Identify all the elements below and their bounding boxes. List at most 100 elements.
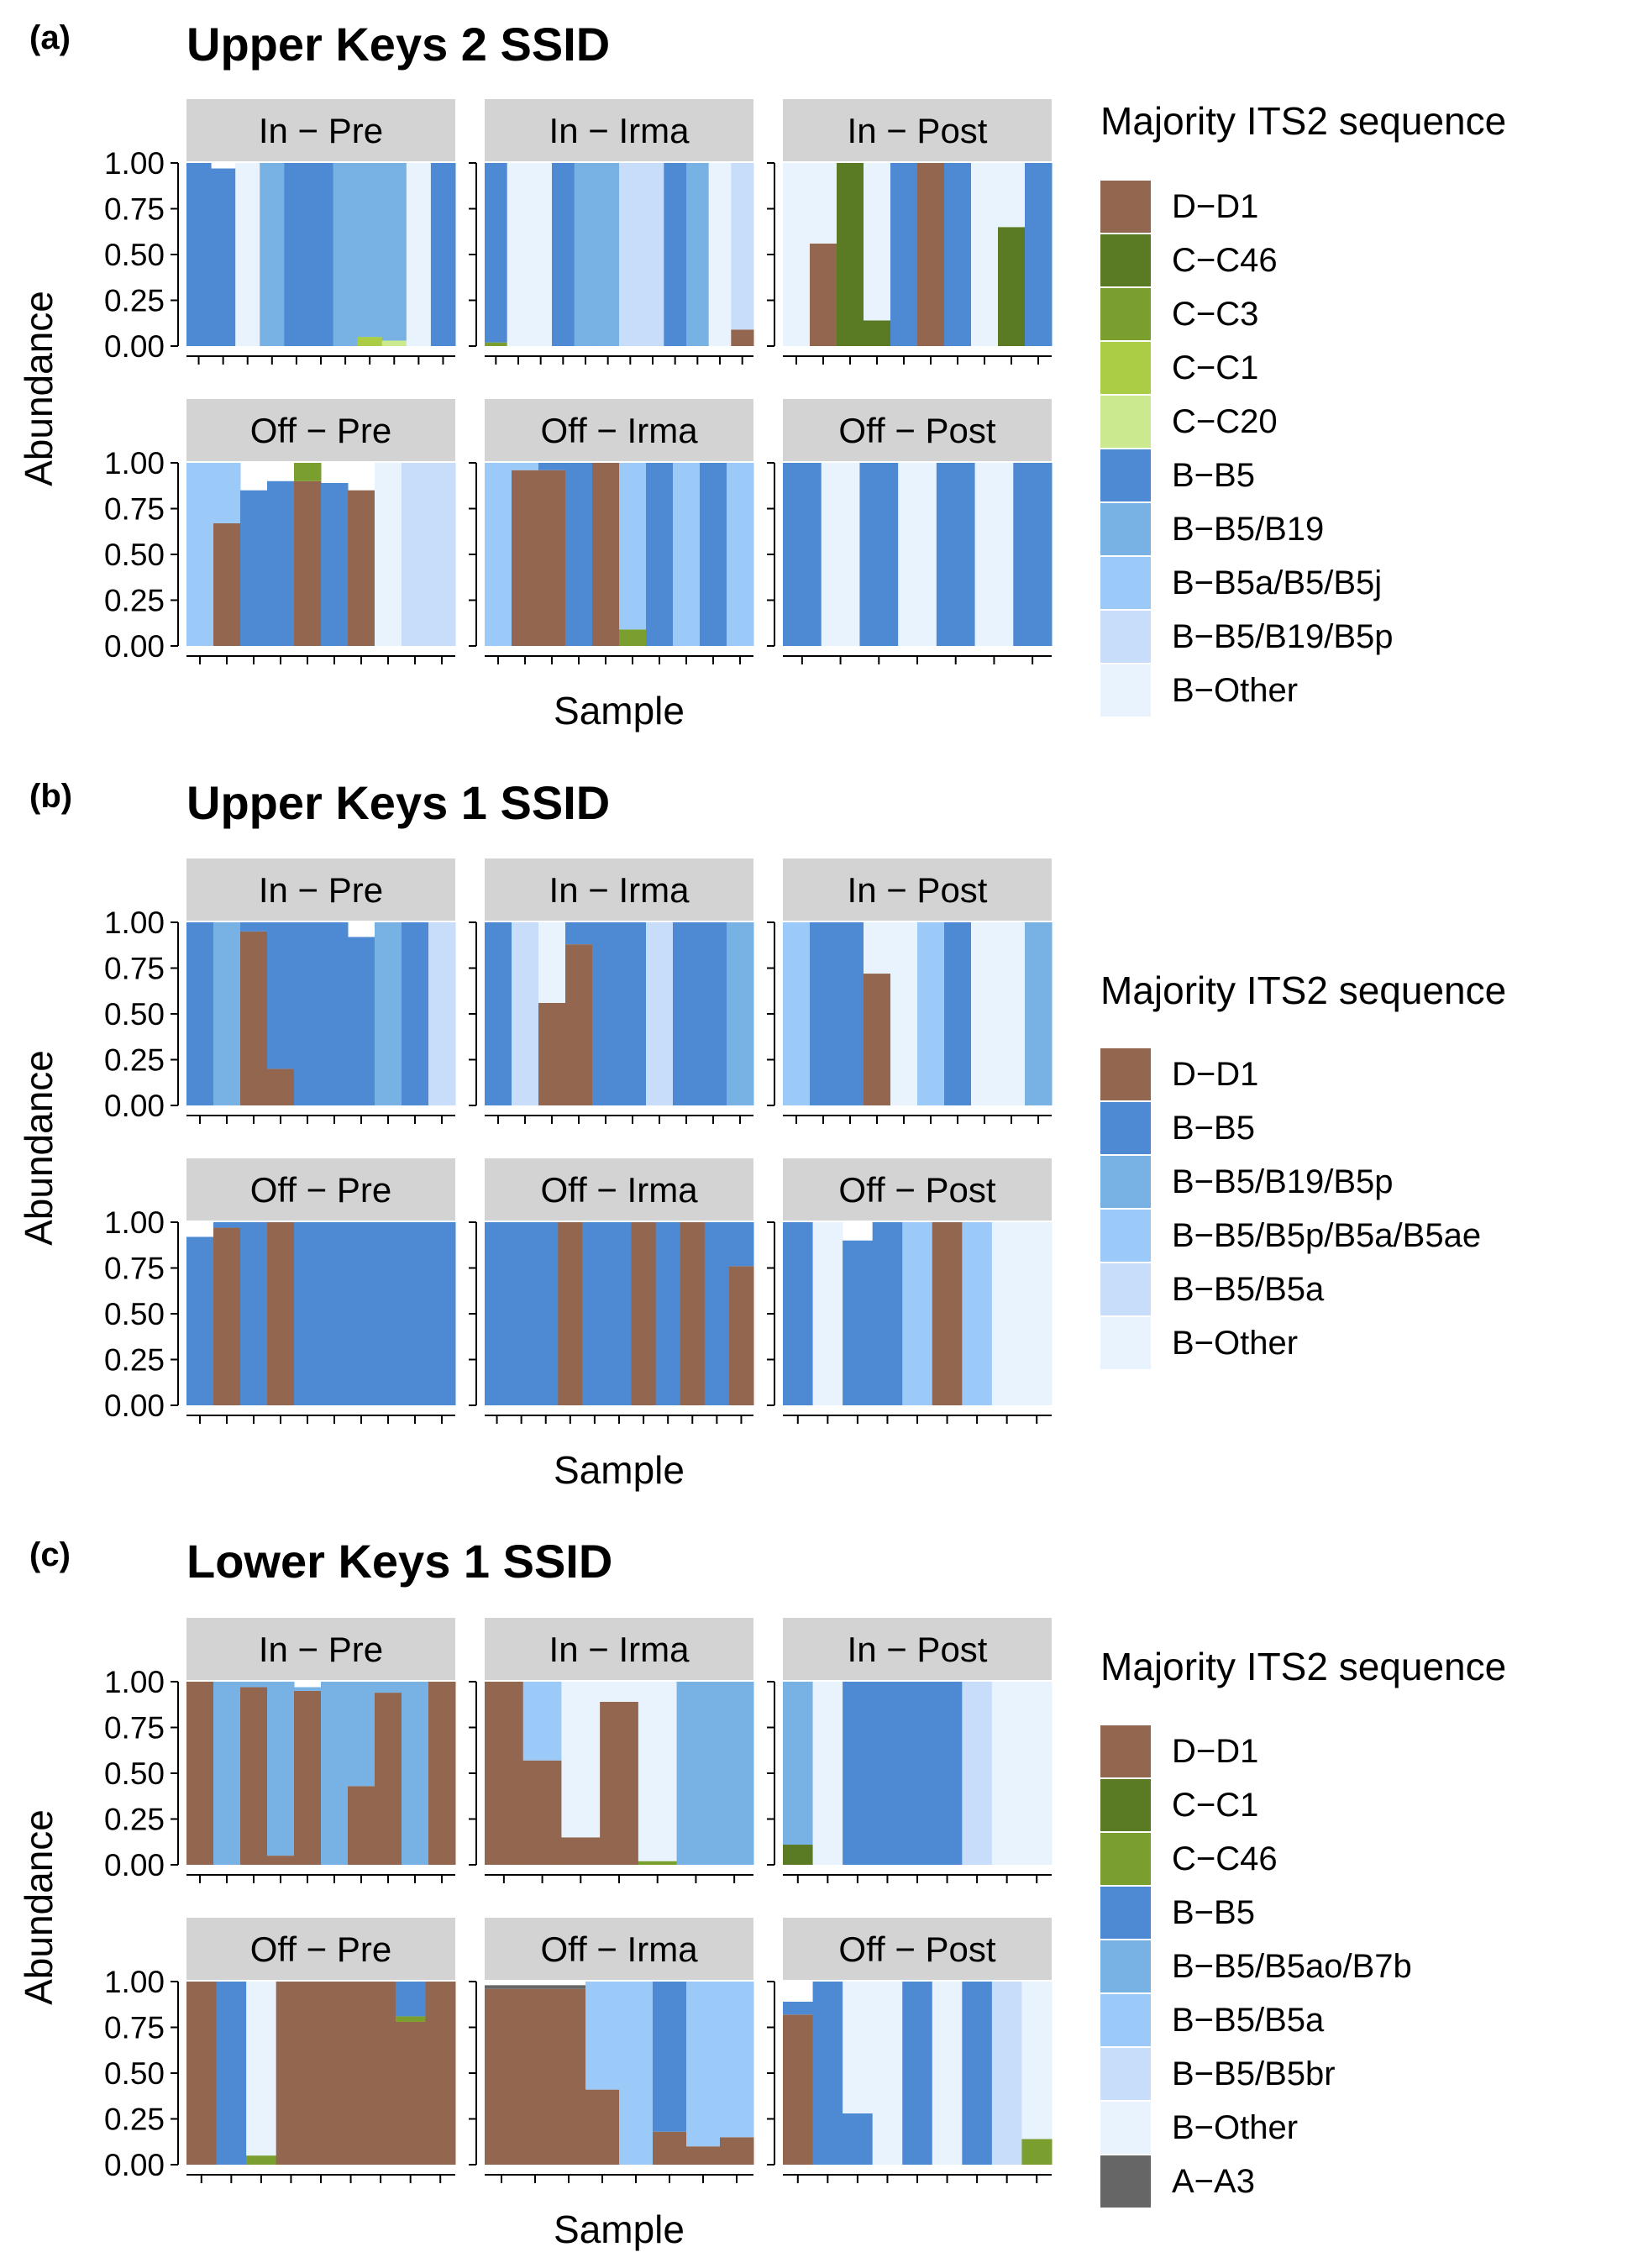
bar-segment <box>348 490 375 646</box>
bar-segment <box>395 2021 426 2165</box>
legend-label: B−Other <box>1172 2109 1298 2146</box>
bar-segment <box>991 1982 1022 2165</box>
legend-swatch <box>1100 181 1151 233</box>
bar-segment <box>600 1701 639 1865</box>
bar-segment <box>246 2155 277 2165</box>
bar-segment <box>638 1861 678 1865</box>
bar-segment <box>485 1222 510 1405</box>
y-tick-label: 0.75 <box>104 192 165 227</box>
bar-segment <box>944 922 972 1105</box>
bar-segment <box>727 922 754 1105</box>
facet-label: Off − Post <box>838 411 995 450</box>
legend-label: C−C3 <box>1172 296 1258 333</box>
bar-segment <box>357 337 383 346</box>
panel-letter: (b) <box>29 778 72 815</box>
y-axis-label: Abundance <box>17 1809 60 2005</box>
bar-segment <box>267 922 295 1069</box>
bar-segment <box>843 1982 874 2113</box>
bar-segment <box>306 1982 337 2165</box>
bar-segment <box>731 163 754 330</box>
bar-segment <box>810 243 837 346</box>
bar-segment <box>619 922 647 1105</box>
y-axis-label: Abundance <box>17 291 60 486</box>
bar-segment <box>213 1222 241 1228</box>
bar-segment <box>971 922 999 1105</box>
bar-segment <box>558 1222 583 1405</box>
bar-segment <box>213 463 241 523</box>
y-tick-label: 0.50 <box>104 1756 165 1791</box>
legend-swatch <box>1100 1779 1151 1831</box>
legend-swatch <box>1100 234 1151 286</box>
bar-segment <box>783 463 822 646</box>
facet-strip <box>186 858 455 921</box>
y-tick-label: 0.00 <box>104 2148 165 2182</box>
bar-segment <box>246 1982 277 2156</box>
bar-segment <box>843 2113 874 2165</box>
bar-segment <box>902 1222 933 1405</box>
bar-segment <box>512 922 539 1105</box>
facet-label: In − Post <box>848 870 988 910</box>
legend-swatch <box>1100 342 1151 394</box>
panel-letter: (a) <box>29 19 71 56</box>
legend-title: Majority ITS2 sequence <box>1100 99 1506 143</box>
bar-segment <box>582 1222 607 1405</box>
bar-segment <box>1021 1982 1053 2139</box>
legend-swatch <box>1100 449 1151 501</box>
bar-segment <box>686 1982 721 2147</box>
legend-label: D−D1 <box>1172 1056 1258 1093</box>
bar-segment <box>592 922 620 1105</box>
bar-segment <box>680 1222 706 1405</box>
bar-segment <box>932 1682 963 1865</box>
bar-segment <box>485 1988 519 2165</box>
y-tick-label: 0.50 <box>104 238 165 272</box>
facet-strip <box>485 1158 753 1221</box>
bar-segment <box>485 922 512 1105</box>
bar-segment <box>664 163 687 346</box>
bar-segment <box>348 937 375 1105</box>
bar-segment <box>428 1682 456 1865</box>
legend-swatch <box>1100 1725 1151 1777</box>
bar-segment <box>267 480 295 646</box>
bar-segment <box>294 1222 322 1405</box>
bar-segment <box>186 1982 218 2165</box>
panel-letter: (c) <box>29 1536 71 1573</box>
bar-segment <box>485 1985 519 1989</box>
y-tick-label: 1.00 <box>104 1965 165 1999</box>
bar-segment <box>962 1222 993 1405</box>
bar-segment <box>406 163 432 346</box>
bar-segment <box>381 163 407 341</box>
bar-segment <box>1021 1222 1053 1405</box>
bar-segment <box>216 1982 247 2165</box>
y-tick-label: 0.00 <box>104 629 165 664</box>
legend-label: B−B5a/B5/B5j <box>1172 564 1382 601</box>
legend-label: B−Other <box>1172 1325 1298 1362</box>
bar-segment <box>533 1222 559 1405</box>
legend-swatch <box>1100 396 1151 448</box>
bar-segment <box>1013 463 1053 646</box>
bar-segment <box>240 931 268 1105</box>
bar-segment <box>375 463 402 646</box>
legend-title: Majority ITS2 sequence <box>1100 969 1506 1012</box>
legend-label: B−B5/B5p/B5a/B5ae <box>1172 1217 1481 1254</box>
bar-segment <box>783 1845 814 1865</box>
facet-strip <box>186 399 455 461</box>
bar-segment <box>294 1687 322 1691</box>
bar-segment <box>485 163 508 343</box>
bar-segment <box>641 163 664 346</box>
bar-segment <box>375 922 402 1105</box>
bar-segment <box>402 463 429 646</box>
bar-segment <box>538 1002 566 1105</box>
facet-strip <box>783 399 1052 461</box>
bar-segment <box>864 974 891 1105</box>
bar-segment <box>375 1693 402 1865</box>
bar-segment <box>294 1690 322 1865</box>
bar-segment <box>720 2137 754 2165</box>
facet-label: In − Pre <box>259 111 383 150</box>
y-tick-label: 0.75 <box>104 2011 165 2045</box>
facet-label: Off − Irma <box>540 1929 698 1969</box>
y-tick-label: 0.25 <box>104 2103 165 2137</box>
y-tick-label: 0.25 <box>104 584 165 618</box>
facet-label: In − Post <box>848 1630 988 1669</box>
y-tick-label: 0.75 <box>104 492 165 527</box>
facet-strip <box>186 1918 455 1980</box>
